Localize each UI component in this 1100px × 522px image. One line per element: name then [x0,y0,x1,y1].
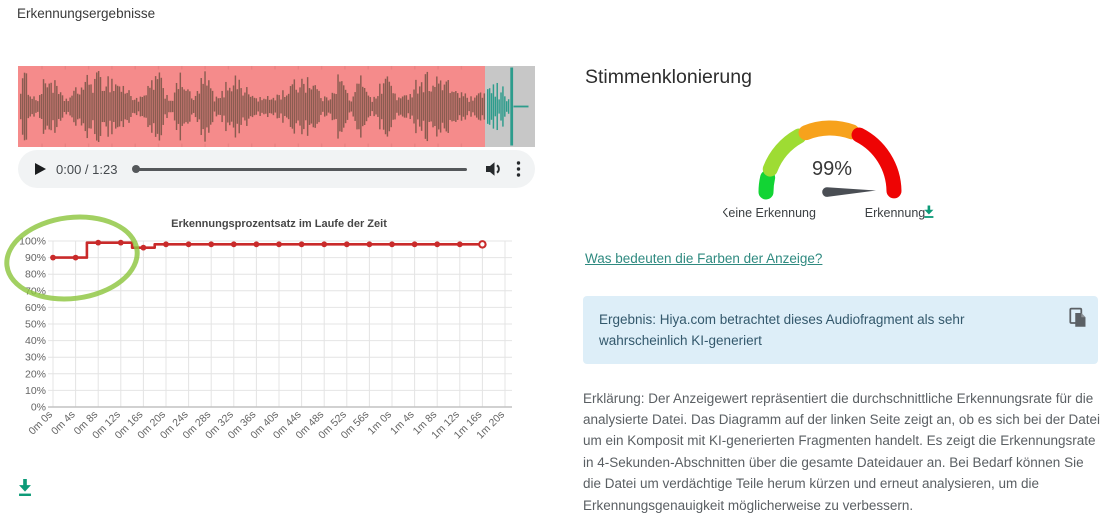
detection-gauge: 99% Keine Erkennung Erkennung [723,120,934,220]
chart-point [298,241,305,248]
y-axis-label: 90% [25,252,46,264]
x-axis-label: 1m 0s [365,409,394,438]
gauge-segment-mid-high [798,120,860,141]
audio-waveform [18,66,535,147]
y-axis-label: 40% [25,335,46,347]
play-button[interactable] [33,162,47,176]
page-title: Erkennungsergebnisse [17,6,156,21]
section-heading: Stimmenklonierung [585,66,752,88]
y-axis-label: 70% [25,285,46,297]
gauge-min-label: Keine Erkennung [723,206,816,220]
voice-cloning-panel: Stimmenklonierung 99% Keine Erkennung Er… [583,60,1100,522]
chart-point [321,241,328,248]
chart-point [95,239,102,246]
gauge-needle [822,187,876,197]
y-axis-label: 0% [31,402,46,414]
chart-point [253,241,260,248]
chart-point [117,239,124,246]
gauge-value-label: 99% [812,158,852,180]
gauge-colors-help-link[interactable]: Was bedeuten die Farben der Anzeige? [585,251,823,266]
y-axis-label: 30% [25,352,46,364]
volume-button[interactable] [484,160,503,178]
gauge-segment-high [851,127,902,199]
x-axis-label: 1m 4s [388,409,417,438]
chart-point [72,254,79,261]
chart-line [53,241,483,259]
copy-result-button[interactable] [1068,307,1088,329]
chart-point [411,241,418,248]
audio-player: 0:00 / 1:23 [18,150,535,188]
y-axis-label: 60% [25,302,46,314]
y-axis-label: 10% [25,385,46,397]
chart-gridlines [48,240,512,408]
kebab-menu-icon [516,161,521,177]
chart-point [208,241,215,248]
chart-point [389,241,395,248]
chart-point [50,254,56,261]
y-axis-label: 50% [25,319,46,331]
x-axis-label: 0m 4s [49,409,78,438]
y-axis-label: 100% [19,236,46,248]
chart-point [140,244,147,251]
y-axis-label: 20% [25,368,46,380]
result-box: Ergebnis: Hiya.com betrachtet dieses Aud… [583,296,1098,364]
result-text: Ergebnis: Hiya.com betrachtet dieses Aud… [599,312,965,348]
chart-point [478,240,487,249]
y-axis-label: 80% [25,269,46,281]
gauge-max-label: Erkennung [865,206,926,220]
chart-point [276,241,282,248]
seek-bar[interactable] [132,165,467,173]
download-icon [19,479,31,496]
chart-point [230,241,237,248]
time-display: 0:00 / 1:23 [56,161,118,177]
chart-point [163,241,169,248]
chart-title: Erkennungsprozentsatz im Laufe der Zeit [171,218,387,230]
player-menu-button[interactable] [516,160,521,178]
copy-icon [1069,307,1086,327]
gauge-segment-low [758,170,776,200]
chart-point [343,241,350,248]
chart-point [366,241,373,248]
chart-point [456,241,463,248]
play-icon [35,163,46,175]
chart-point [185,241,192,248]
chart-download-button[interactable] [17,479,33,496]
detection-rate-chart: Erkennungsprozentsatz im Laufe der Zeit 0… [19,218,512,441]
chart-point [434,241,441,248]
report-download-icon[interactable] [924,205,934,218]
gauge-segment-low-mid [762,128,807,177]
volume-icon [486,162,500,176]
explanation-text: Erklärung: Der Anzeigewert repräsentiert… [583,390,1100,513]
